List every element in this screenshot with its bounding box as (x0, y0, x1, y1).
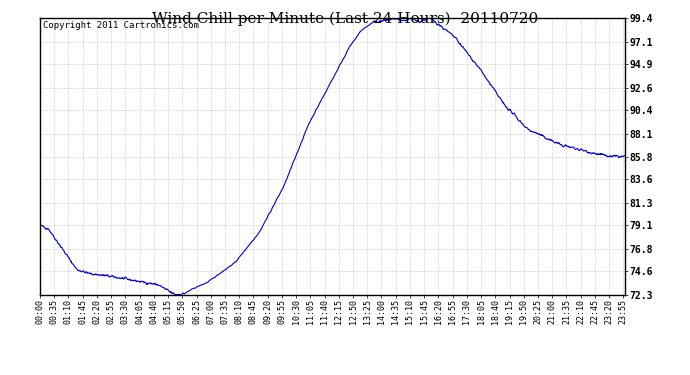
Text: Copyright 2011 Cartronics.com: Copyright 2011 Cartronics.com (43, 21, 199, 30)
Text: Wind Chill per Minute (Last 24 Hours)  20110720: Wind Chill per Minute (Last 24 Hours) 20… (152, 11, 538, 26)
